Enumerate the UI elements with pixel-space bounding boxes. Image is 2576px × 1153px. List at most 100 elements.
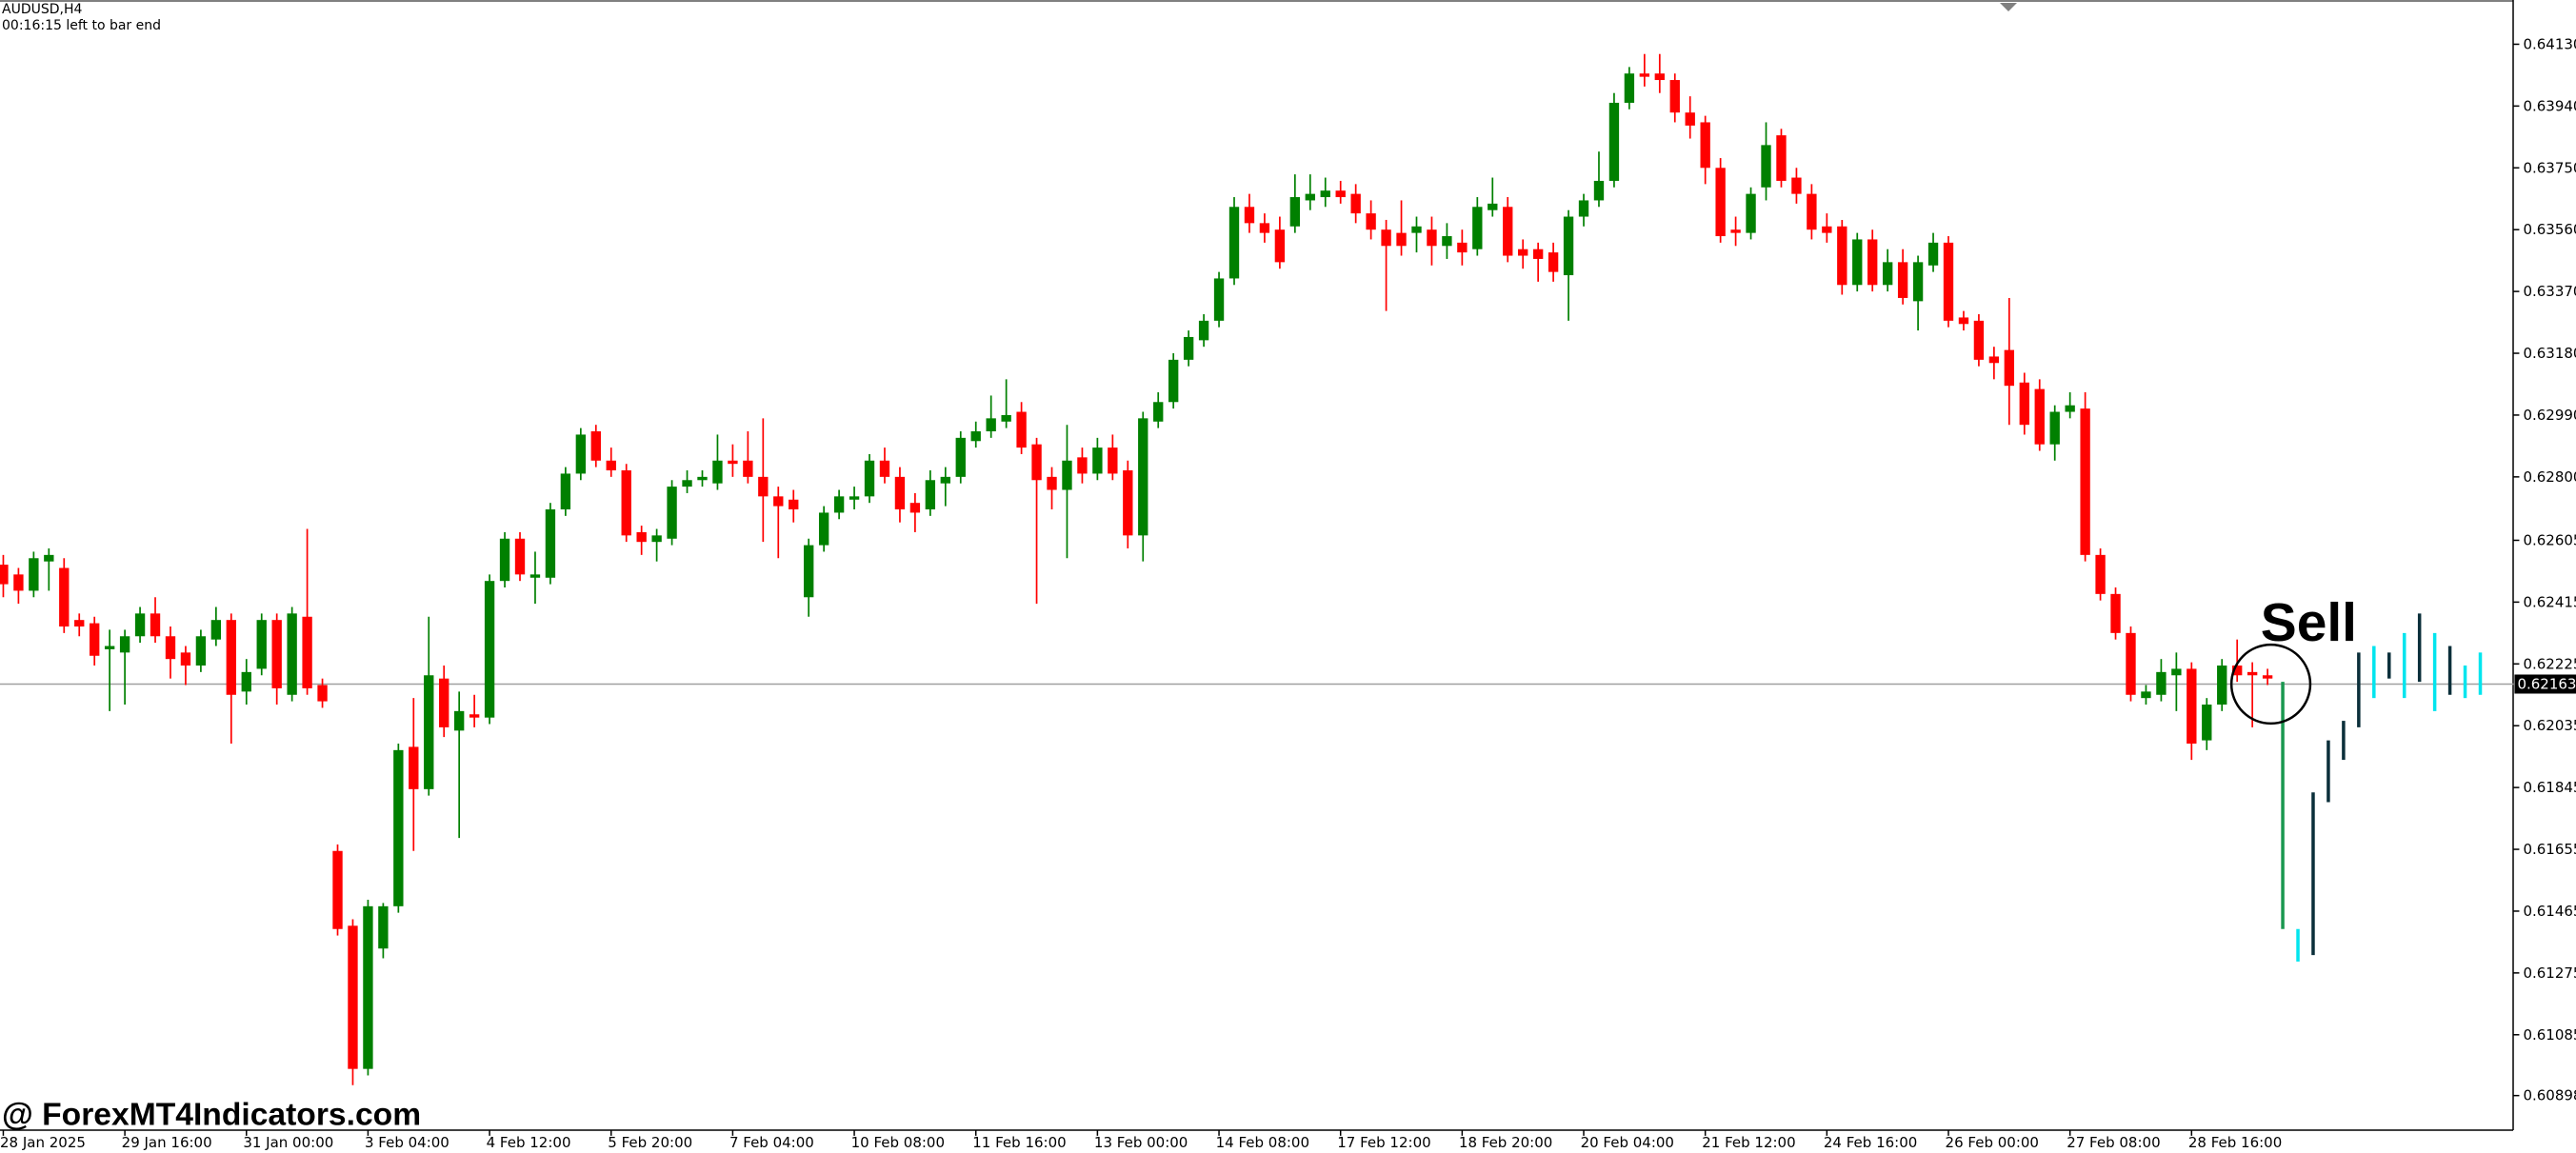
candle-body (2262, 675, 2273, 679)
y-tick-label: 0.62415 (2523, 593, 2576, 610)
candle-body (712, 460, 723, 484)
candle-body (1123, 470, 1133, 536)
shift-marker (2000, 3, 2017, 11)
candle-body (986, 418, 996, 432)
y-tick-label: 0.61465 (2523, 903, 2576, 920)
candle-body (2095, 554, 2106, 594)
candle-body (1988, 356, 2000, 364)
candle-body (1730, 229, 1741, 233)
watermark: @ ForexMT4Indicators.com (2, 1098, 421, 1133)
candle-body (2049, 411, 2060, 445)
candle-body (621, 470, 631, 536)
candle-body (1153, 402, 1164, 422)
candle-body (1548, 252, 1559, 272)
candle-body (818, 512, 829, 546)
candle-body (1943, 242, 1954, 321)
candle-body (287, 613, 297, 695)
candle-body (59, 567, 70, 627)
candle-body (2080, 408, 2090, 555)
candle-body (1350, 193, 1361, 214)
price-label-box (2514, 674, 2576, 694)
candle-body (332, 850, 343, 929)
candle-body (1335, 190, 1346, 198)
y-tick-label: 0.61085 (2523, 1026, 2576, 1044)
candle-body (1776, 135, 1787, 181)
candle-body (378, 905, 389, 949)
bar-timer: 00:16:15 left to bar end (2, 18, 161, 33)
candle-body (2126, 632, 2136, 695)
candle-body (180, 652, 191, 666)
candle-body (2004, 349, 2015, 387)
candle-body (1700, 122, 1710, 169)
candle-body (424, 675, 434, 789)
candle-body (560, 473, 571, 510)
candle-body (1366, 213, 1376, 230)
candle-body (1518, 248, 1528, 256)
candle-body (789, 499, 799, 510)
candle-body (667, 487, 677, 539)
candle-body (484, 581, 495, 718)
candle-body (697, 476, 708, 481)
candle-body (575, 434, 587, 474)
candle-body (363, 905, 373, 1069)
candle-body (256, 620, 267, 669)
x-tick-label: 4 Feb 12:00 (487, 1134, 571, 1151)
x-tick-label: 29 Jan 16:00 (122, 1134, 212, 1151)
candle-body (1138, 418, 1148, 536)
candle-body (1411, 226, 1422, 233)
candle-body (1108, 447, 1118, 474)
candle-body (2110, 593, 2121, 633)
candle-body (1746, 193, 1756, 233)
price-label: 0.62163 (2517, 675, 2576, 692)
candle-body (226, 620, 236, 695)
candle-body (1958, 317, 1969, 325)
candle-body (1001, 414, 1011, 422)
y-tick-label: 0.62605 (2523, 531, 2576, 548)
y-tick-label: 0.61275 (2523, 964, 2576, 982)
x-tick-label: 20 Feb 04:00 (1581, 1134, 1674, 1151)
candle-body (165, 636, 176, 660)
candle-body (728, 460, 738, 465)
candle-body (940, 476, 950, 484)
candle-body (1882, 262, 1893, 286)
x-tick-label: 28 Feb 16:00 (2188, 1134, 2282, 1151)
x-tick-label: 7 Feb 04:00 (729, 1134, 814, 1151)
candle-body (2171, 668, 2182, 676)
candle-body (529, 574, 541, 578)
y-tick-label: 0.62035 (2523, 717, 2576, 734)
candle-body (1867, 239, 1878, 286)
candle-body (909, 503, 921, 513)
x-tick-label: 24 Feb 16:00 (1824, 1134, 1917, 1151)
candle-body (453, 710, 465, 731)
candle-body (864, 460, 875, 497)
candle-body (439, 678, 449, 727)
candle-body (651, 535, 662, 543)
candle-body (195, 636, 207, 666)
candle-body (590, 431, 601, 461)
candle-body (2187, 668, 2197, 745)
candle-body (1761, 145, 1771, 188)
candle-body (1305, 193, 1315, 201)
sell-circle (2229, 643, 2312, 726)
candle-body (210, 620, 222, 640)
candle-body (1031, 444, 1042, 481)
x-tick-label: 5 Feb 20:00 (608, 1134, 692, 1151)
candle-body (804, 545, 814, 598)
candle-body (1427, 229, 1437, 247)
candle-body (1062, 460, 1072, 490)
candle-body (1837, 226, 1847, 286)
y-tick-label: 0.60898 (2523, 1087, 2576, 1104)
candle-body (1563, 216, 1574, 276)
candle-body (1213, 278, 1225, 321)
x-tick-label: 11 Feb 16:00 (972, 1134, 1066, 1151)
candle-body (1320, 190, 1330, 198)
x-tick-label: 13 Feb 00:00 (1094, 1134, 1188, 1151)
candle-body (1639, 73, 1650, 77)
candle-body (2034, 388, 2045, 445)
x-tick-label: 21 Feb 12:00 (1702, 1134, 1795, 1151)
sell-annotation: Sell (2261, 592, 2357, 653)
